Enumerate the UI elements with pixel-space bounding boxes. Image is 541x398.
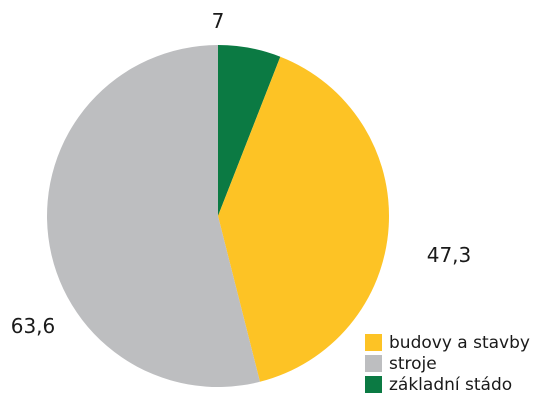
legend-label-budovy-a-stavby: budovy a stavby (389, 333, 530, 353)
pie-slices (47, 45, 390, 387)
pie-slice-budovy-a-stavby (218, 56, 390, 382)
legend-label-zakladni-stado: základní stádo (389, 375, 512, 395)
data-label-zakladni-stado: 7 (212, 9, 225, 33)
legend-swatch-zakladni-stado (365, 376, 382, 393)
chart-legend: budovy a stavby stroje základní stádo (365, 333, 530, 395)
legend-label-stroje: stroje (389, 354, 437, 374)
pie-slice-stroje (47, 45, 260, 387)
pie-slice-zakladni-stado (218, 45, 281, 216)
legend-swatch-budovy-a-stavby (365, 334, 382, 351)
data-label-stroje: 63,6 (11, 314, 56, 338)
data-label-budovy-a-stavby: 47,3 (427, 243, 472, 267)
legend-swatch-stroje (365, 355, 382, 372)
